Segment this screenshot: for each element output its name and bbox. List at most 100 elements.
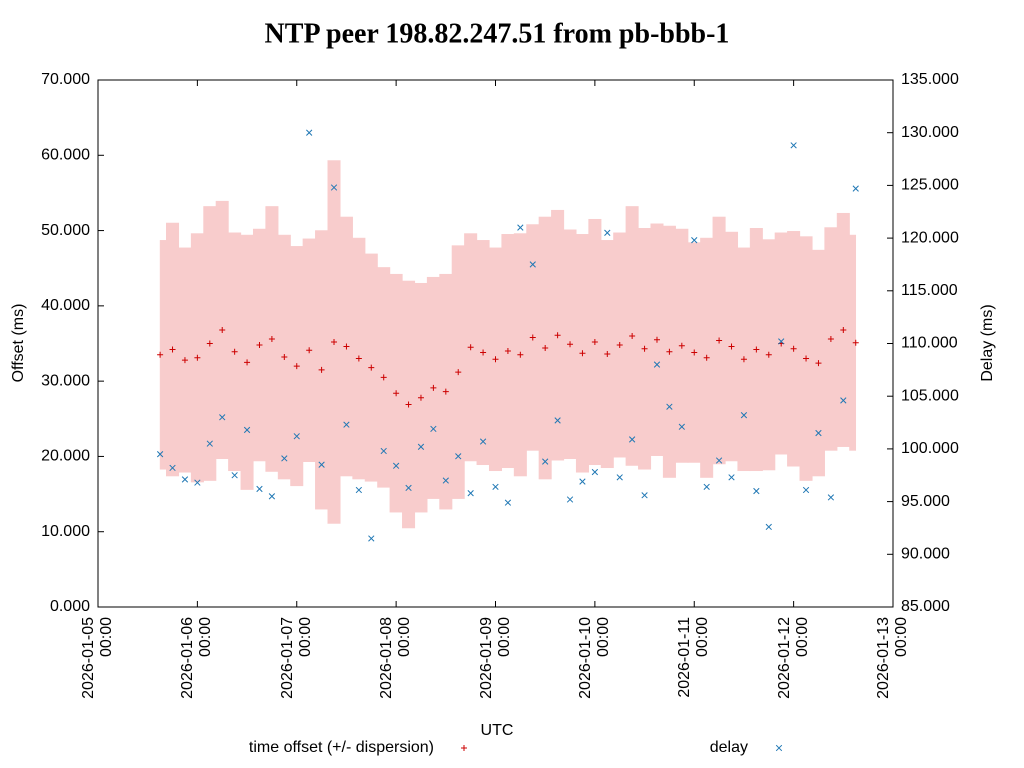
offset-point bbox=[331, 338, 338, 345]
delay-point bbox=[728, 474, 735, 481]
offset-point bbox=[343, 343, 350, 350]
y2-tick-label: 120.000 bbox=[901, 229, 959, 246]
offset-point bbox=[852, 339, 859, 346]
offset-point bbox=[790, 345, 797, 352]
offset-point bbox=[827, 335, 834, 342]
x-tick-label: 2026-01-06 00:00 bbox=[179, 617, 215, 699]
offset-point bbox=[194, 354, 201, 361]
delay-point bbox=[256, 485, 263, 493]
offset-point bbox=[219, 326, 226, 333]
delay-point bbox=[492, 483, 499, 490]
delay-point bbox=[641, 492, 648, 499]
delay-point bbox=[181, 476, 189, 483]
offset-point bbox=[281, 354, 288, 361]
delay-point bbox=[604, 229, 611, 236]
legend-label: time offset (+/- dispersion) bbox=[249, 739, 434, 756]
delay-point bbox=[554, 417, 561, 424]
delay-point bbox=[827, 494, 835, 501]
offset-point bbox=[393, 390, 400, 397]
legend-marker bbox=[461, 745, 467, 751]
offset-point bbox=[256, 342, 263, 349]
y-tick-label: 10.000 bbox=[41, 523, 90, 540]
offset-point bbox=[815, 360, 822, 367]
delay-point bbox=[529, 261, 536, 268]
offset-point bbox=[231, 348, 238, 355]
offset-point bbox=[480, 349, 487, 356]
delay-point bbox=[802, 486, 810, 494]
delay-point bbox=[479, 438, 487, 445]
offset-point bbox=[554, 332, 561, 339]
x-tick-label: 2026-01-08 00:00 bbox=[378, 617, 414, 699]
offset-point bbox=[803, 355, 810, 362]
y2-tick-label: 135.000 bbox=[901, 71, 959, 88]
y2-tick-label: 100.000 bbox=[901, 440, 959, 457]
x-tick-label: 2026-01-09 00:00 bbox=[477, 617, 513, 699]
offset-point bbox=[542, 345, 549, 352]
offset-point bbox=[740, 356, 747, 363]
offset-point bbox=[467, 344, 474, 351]
offset-point bbox=[492, 356, 499, 363]
x-tick-label: 2026-01-13 00:00 bbox=[875, 617, 910, 699]
y2-tick-label: 85.000 bbox=[901, 598, 950, 615]
delay-point bbox=[778, 338, 785, 345]
offset-point bbox=[579, 350, 586, 357]
y2-tick-label: 105.000 bbox=[901, 387, 959, 404]
offset-point bbox=[666, 348, 673, 355]
delay-point bbox=[306, 129, 313, 136]
legend-marker bbox=[775, 744, 783, 752]
offset-point bbox=[641, 345, 648, 352]
delay-point bbox=[417, 443, 425, 450]
offset-point bbox=[703, 354, 710, 361]
delay-point bbox=[678, 423, 685, 430]
offset-point bbox=[380, 374, 387, 381]
offset-point bbox=[293, 363, 300, 370]
offset-point bbox=[430, 384, 437, 391]
y2-tick-label: 130.000 bbox=[901, 124, 959, 141]
delay-point bbox=[628, 436, 636, 443]
y-axis-label: Offset (ms) bbox=[10, 304, 27, 383]
y-tick-label: 70.000 bbox=[41, 71, 90, 88]
delay-point bbox=[715, 457, 723, 464]
offset-point bbox=[169, 346, 176, 353]
offset-point bbox=[716, 337, 723, 344]
delay-point bbox=[740, 412, 748, 419]
y2-tick-label: 95.000 bbox=[901, 493, 950, 510]
delay-point bbox=[591, 468, 599, 476]
x-tick-label: 2026-01-10 00:00 bbox=[576, 617, 612, 699]
delay-point bbox=[392, 462, 400, 469]
delay-point bbox=[442, 477, 449, 484]
offset-point bbox=[604, 351, 611, 358]
delay-point bbox=[281, 455, 288, 462]
chart-title: NTP peer 198.82.247.51 from pb-bbb-1 bbox=[265, 18, 730, 49]
delay-point bbox=[790, 142, 797, 149]
offset-point bbox=[405, 401, 412, 408]
delay-point bbox=[405, 484, 412, 492]
delay-point bbox=[579, 478, 586, 485]
delay-point bbox=[231, 472, 238, 479]
x-tick-label: 2026-01-05 00:00 bbox=[80, 617, 115, 699]
y-tick-label: 50.000 bbox=[41, 222, 90, 239]
delay-point bbox=[355, 486, 363, 494]
delay-point bbox=[703, 483, 710, 490]
offset-point bbox=[567, 341, 574, 348]
delay-point bbox=[852, 185, 859, 192]
offset-point bbox=[442, 388, 449, 395]
delay-point bbox=[430, 425, 437, 433]
offset-point bbox=[517, 351, 524, 358]
offset-point bbox=[765, 351, 772, 358]
x-tick-label: 2026-01-07 00:00 bbox=[278, 617, 314, 699]
delay-point bbox=[840, 397, 847, 404]
delay-point bbox=[467, 490, 474, 497]
x-tick-label: 2026-01-12 00:00 bbox=[775, 617, 811, 699]
y2-tick-label: 115.000 bbox=[901, 282, 958, 299]
delay-point bbox=[343, 421, 350, 428]
delay-point bbox=[542, 458, 549, 465]
delay-point bbox=[765, 523, 772, 531]
delay-point bbox=[380, 447, 387, 455]
delay-point bbox=[243, 426, 251, 434]
delay-point bbox=[293, 433, 300, 440]
offset-point bbox=[206, 340, 213, 347]
y2-tick-label: 110.000 bbox=[901, 335, 958, 352]
offset-point bbox=[629, 332, 636, 339]
